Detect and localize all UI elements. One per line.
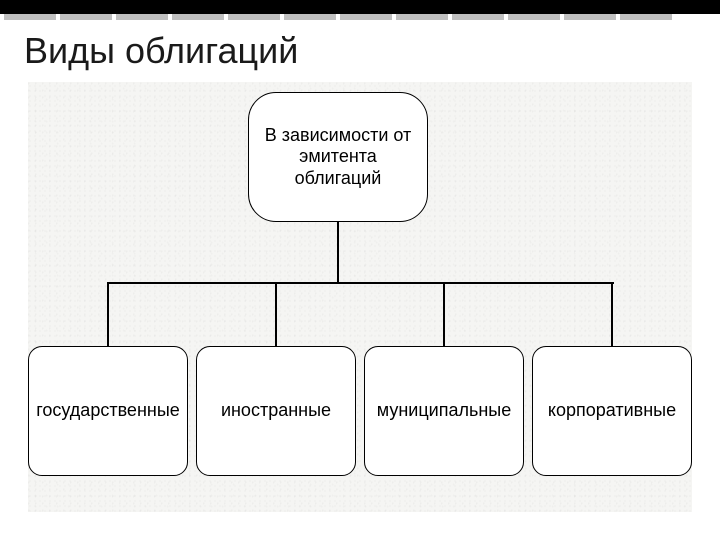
leaf-node-for: иностранные	[196, 346, 356, 476]
connector-drop-2	[443, 282, 445, 346]
dash-decor	[172, 14, 224, 20]
leaf-node-mun: муниципальные	[364, 346, 524, 476]
dash-decor	[396, 14, 448, 20]
dash-decor	[116, 14, 168, 20]
leaf-label: муниципальные	[377, 400, 511, 422]
leaf-label: корпоративные	[548, 400, 676, 422]
dash-decor	[228, 14, 280, 20]
dash-decor	[564, 14, 616, 20]
root-node: В зависимости отэмитента облигаций	[248, 92, 428, 222]
dash-decor	[60, 14, 112, 20]
leaf-label: государственные	[36, 400, 180, 422]
top-bar-decor	[0, 0, 720, 14]
connector-drop-3	[611, 282, 613, 346]
connector-trunk	[337, 222, 339, 282]
dash-decor	[340, 14, 392, 20]
leaf-node-gov: государственные	[28, 346, 188, 476]
diagram-canvas: В зависимости отэмитента облигаций госуд…	[28, 82, 692, 512]
dash-decor	[508, 14, 560, 20]
dash-row-decor	[0, 14, 720, 24]
connector-drop-0	[107, 282, 109, 346]
slide: Виды облигаций В зависимости отэмитента …	[0, 0, 720, 540]
connector-bus	[108, 282, 614, 284]
dash-decor	[452, 14, 504, 20]
root-node-label: В зависимости отэмитента облигаций	[255, 125, 421, 190]
dash-decor	[620, 14, 672, 20]
dash-decor	[284, 14, 336, 20]
leaf-label: иностранные	[221, 400, 331, 422]
leaf-node-corp: корпоративные	[532, 346, 692, 476]
dash-decor	[4, 14, 56, 20]
slide-title: Виды облигаций	[24, 30, 298, 72]
connector-drop-1	[275, 282, 277, 346]
